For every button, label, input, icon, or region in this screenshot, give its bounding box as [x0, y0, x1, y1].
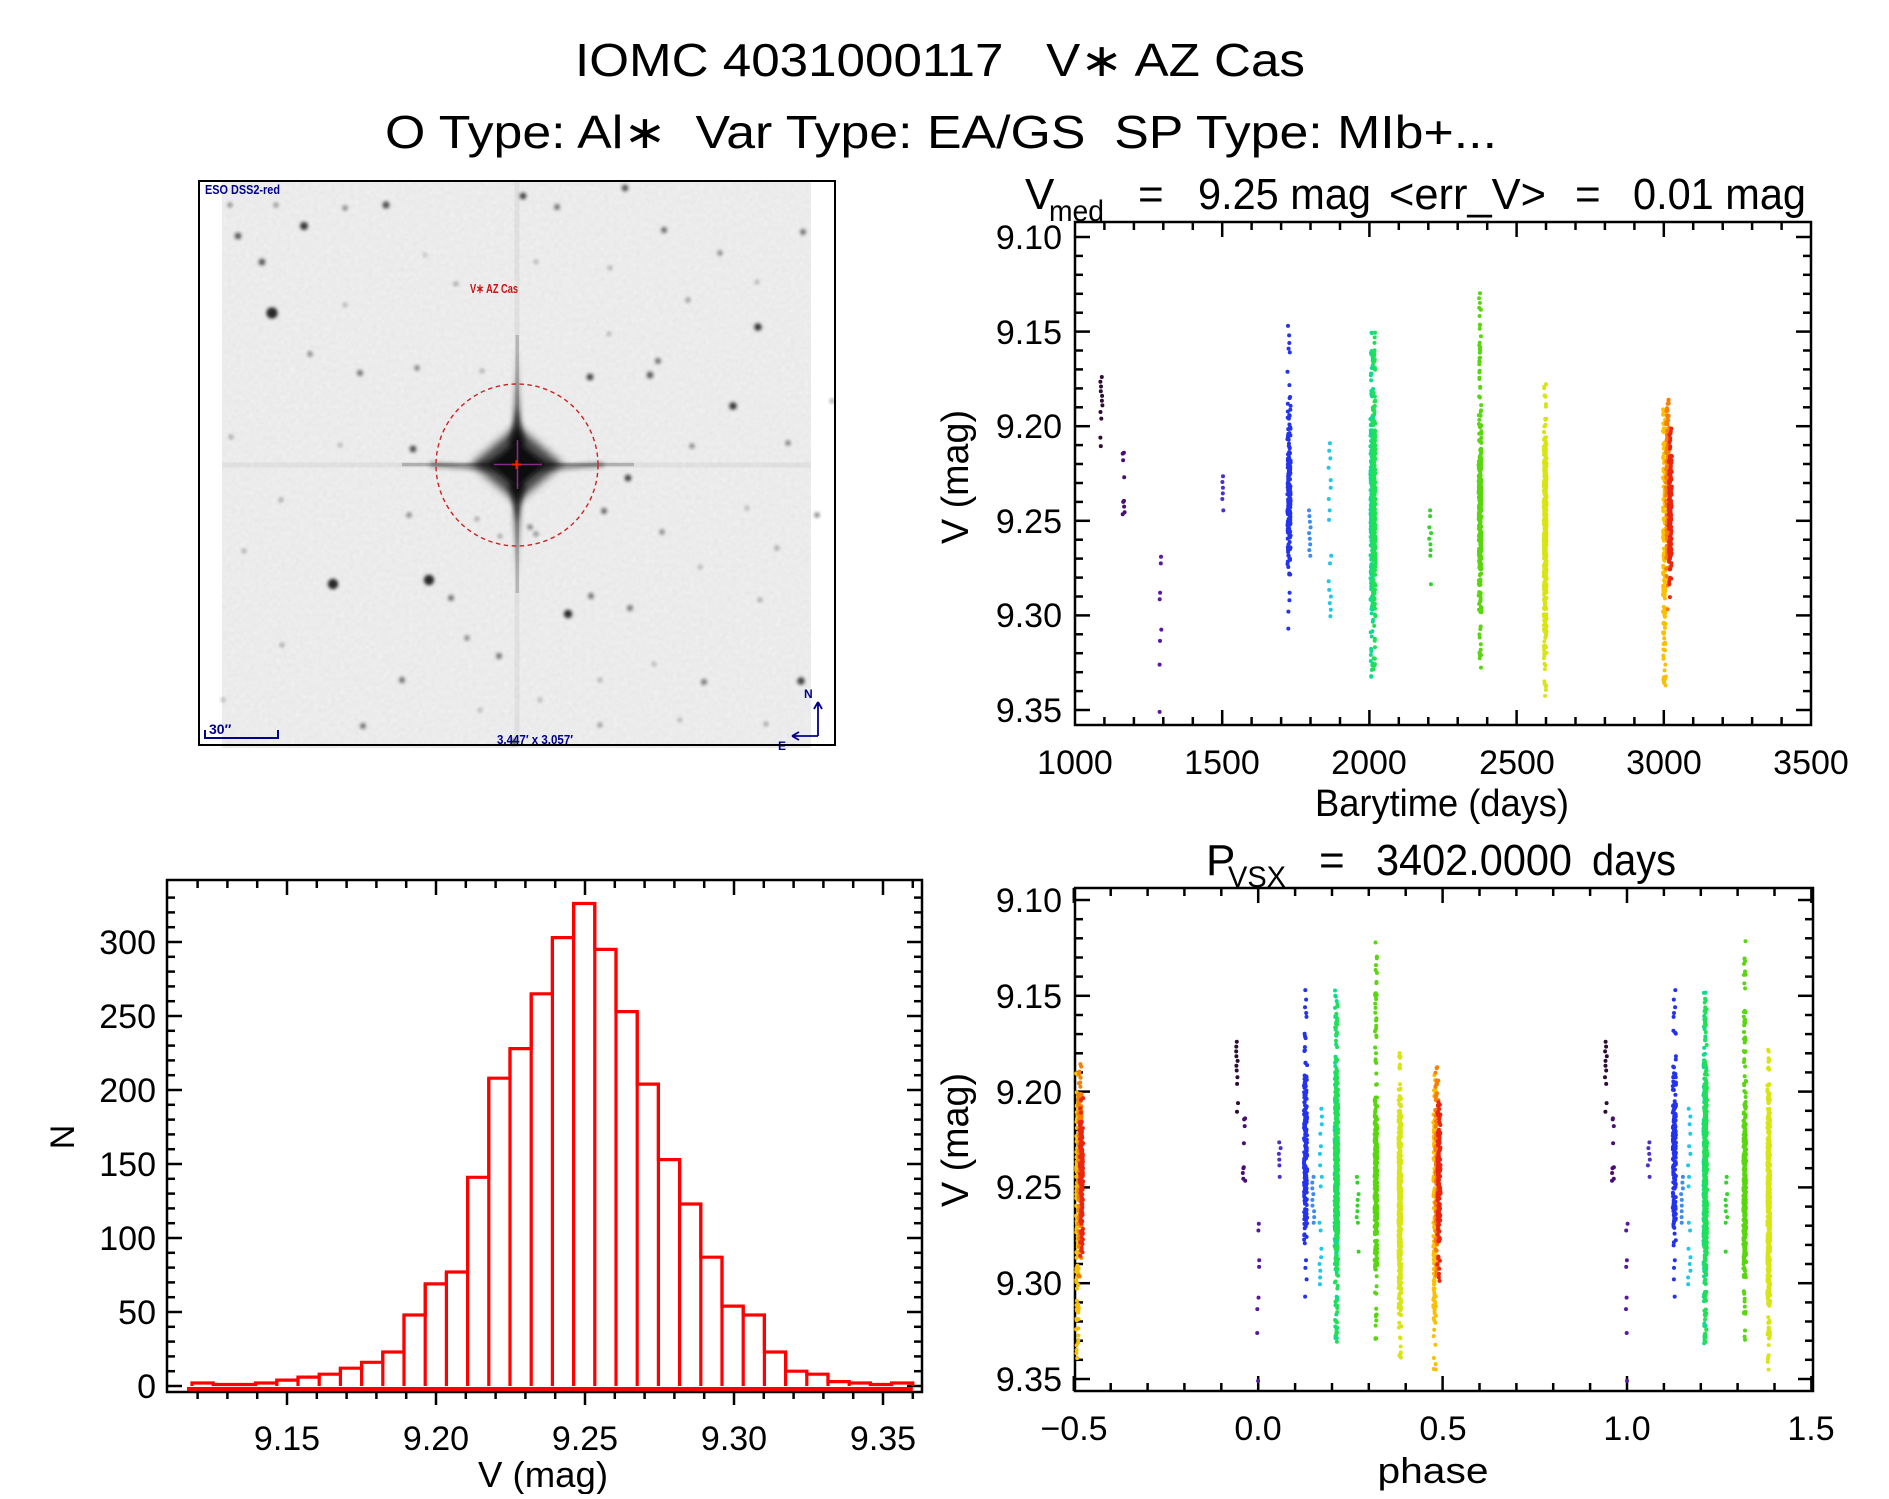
svg-text:250: 250	[99, 998, 156, 1036]
svg-text:0.0: 0.0	[1234, 1410, 1281, 1448]
svg-text:9.20: 9.20	[996, 408, 1062, 446]
svg-text:30″: 30″	[209, 721, 232, 737]
svg-text:9.10: 9.10	[996, 219, 1062, 257]
svg-text:200: 200	[99, 1072, 156, 1110]
svg-text:9.20: 9.20	[403, 1420, 469, 1458]
svg-text:1.5: 1.5	[1787, 1410, 1834, 1448]
svg-text:V (mag): V (mag)	[935, 410, 977, 544]
svg-text:9.10: 9.10	[996, 882, 1062, 920]
svg-text:Vmed=9.25 mag<err_V>=0.01 mag: Vmed = 9.25 mag <err_V> = 0.01 mag	[1025, 170, 1806, 228]
svg-text:1500: 1500	[1184, 744, 1260, 782]
svg-text:Barytime (days): Barytime (days)	[1315, 783, 1569, 825]
svg-text:0.5: 0.5	[1419, 1410, 1466, 1448]
svg-text:9.30: 9.30	[996, 1265, 1062, 1303]
svg-text:N: N	[804, 687, 813, 701]
svg-text:9.25: 9.25	[996, 503, 1062, 541]
svg-text:V (mag): V (mag)	[478, 1454, 608, 1494]
svg-text:300: 300	[99, 924, 156, 962]
svg-text:O Type: Al∗ Var Type: EA/GS: O Type: Al∗ Var Type: EA/GS SP Type: MIb…	[385, 106, 1497, 158]
svg-text:9.30: 9.30	[701, 1420, 767, 1458]
svg-text:50: 50	[118, 1294, 156, 1332]
svg-text:phase: phase	[1378, 1450, 1489, 1491]
svg-text:2500: 2500	[1479, 744, 1555, 782]
svg-text:150: 150	[99, 1146, 156, 1184]
svg-text:ESO DSS2-red: ESO DSS2-red	[205, 182, 280, 197]
svg-text:V (mag): V (mag)	[935, 1073, 977, 1207]
svg-text:N: N	[44, 1125, 82, 1150]
svg-text:3500: 3500	[1773, 744, 1849, 782]
svg-text:9.15: 9.15	[254, 1420, 320, 1458]
svg-text:9.35: 9.35	[996, 1361, 1062, 1399]
svg-text:9.25: 9.25	[996, 1169, 1062, 1207]
svg-text:9.25: 9.25	[552, 1420, 618, 1458]
svg-text:−0.5: −0.5	[1040, 1410, 1107, 1448]
svg-text:IOMC 4031000117 V∗ AZ Cas: IOMC 4031000117 V∗ AZ Cas	[575, 34, 1305, 86]
svg-text:V∗ AZ Cas: V∗ AZ Cas	[470, 281, 518, 296]
svg-text:9.15: 9.15	[996, 314, 1062, 352]
svg-text:3000: 3000	[1626, 744, 1702, 782]
svg-text:1.0: 1.0	[1603, 1410, 1650, 1448]
svg-text:3.447′ x 3.057′: 3.447′ x 3.057′	[497, 732, 573, 747]
svg-text:1000: 1000	[1037, 744, 1113, 782]
svg-text:9.20: 9.20	[996, 1074, 1062, 1112]
svg-text:9.15: 9.15	[996, 978, 1062, 1016]
svg-text:100: 100	[99, 1220, 156, 1258]
svg-text:9.35: 9.35	[850, 1420, 916, 1458]
svg-text:2000: 2000	[1331, 744, 1407, 782]
svg-text:9.30: 9.30	[996, 597, 1062, 635]
svg-text:0: 0	[137, 1368, 156, 1406]
svg-text:9.35: 9.35	[996, 692, 1062, 730]
